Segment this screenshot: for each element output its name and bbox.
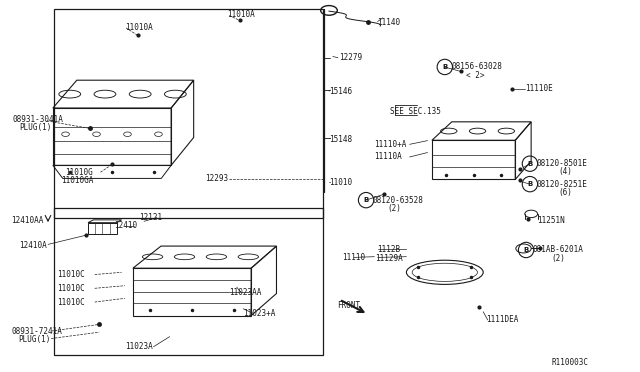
Text: 11023AA: 11023AA [229, 288, 262, 296]
Text: B: B [527, 161, 532, 167]
Text: 11110E: 11110E [525, 84, 552, 93]
Text: 11010C: 11010C [58, 284, 85, 293]
Text: 11110A: 11110A [374, 153, 402, 161]
Text: 08156-63028: 08156-63028 [451, 62, 502, 71]
Text: 11129A: 11129A [375, 254, 403, 263]
Text: 12279: 12279 [339, 53, 362, 62]
Text: 081AB-6201A: 081AB-6201A [532, 246, 583, 254]
Text: SEE SEC.135: SEE SEC.135 [390, 107, 441, 116]
Text: 11010C: 11010C [58, 298, 85, 307]
Text: FRONT: FRONT [337, 301, 360, 310]
Text: < 2>: < 2> [466, 71, 484, 80]
Text: (2): (2) [387, 204, 401, 213]
Text: 08120-8501E: 08120-8501E [536, 159, 587, 168]
Text: 1112B: 1112B [378, 245, 401, 254]
Text: 11010A: 11010A [125, 23, 152, 32]
Bar [54, 9, 323, 218]
Text: 08931-3041A: 08931-3041A [13, 115, 63, 124]
Text: B: B [364, 197, 369, 203]
Text: 11010C: 11010C [58, 270, 85, 279]
Text: 11023A: 11023A [125, 342, 152, 351]
Text: (6): (6) [558, 188, 572, 197]
Text: 12410: 12410 [114, 221, 137, 230]
Text: 08931-7241A: 08931-7241A [12, 327, 62, 336]
Text: R110003C: R110003C [552, 358, 589, 367]
Text: 12410A: 12410A [19, 241, 47, 250]
Text: PLUG(1): PLUG(1) [18, 335, 51, 344]
Text: 12121: 12121 [140, 213, 163, 222]
Text: 11010GA: 11010GA [61, 176, 93, 185]
Text: 11110: 11110 [342, 253, 365, 262]
Text: 12293: 12293 [205, 174, 228, 183]
Bar [54, 208, 323, 355]
Text: 08120-63528: 08120-63528 [372, 196, 423, 205]
Text: 11010G: 11010G [65, 168, 93, 177]
Text: 12410AA: 12410AA [12, 216, 44, 225]
Text: 11010: 11010 [330, 178, 353, 187]
Text: PLUG(1): PLUG(1) [19, 123, 52, 132]
Text: 15148: 15148 [330, 135, 353, 144]
Text: 11251N: 11251N [538, 216, 565, 225]
Text: B: B [524, 247, 529, 253]
Text: 08120-8251E: 08120-8251E [536, 180, 587, 189]
Text: B: B [442, 64, 447, 70]
Text: 15146: 15146 [330, 87, 353, 96]
Text: 11023+A: 11023+A [243, 309, 276, 318]
Text: (4): (4) [558, 167, 572, 176]
Text: (2): (2) [552, 254, 566, 263]
Text: 11140: 11140 [378, 18, 401, 27]
Text: 11110+A: 11110+A [374, 140, 407, 149]
Text: B: B [527, 181, 532, 187]
Text: 1111DEA: 1111DEA [486, 315, 519, 324]
Text: 11010A: 11010A [227, 10, 255, 19]
